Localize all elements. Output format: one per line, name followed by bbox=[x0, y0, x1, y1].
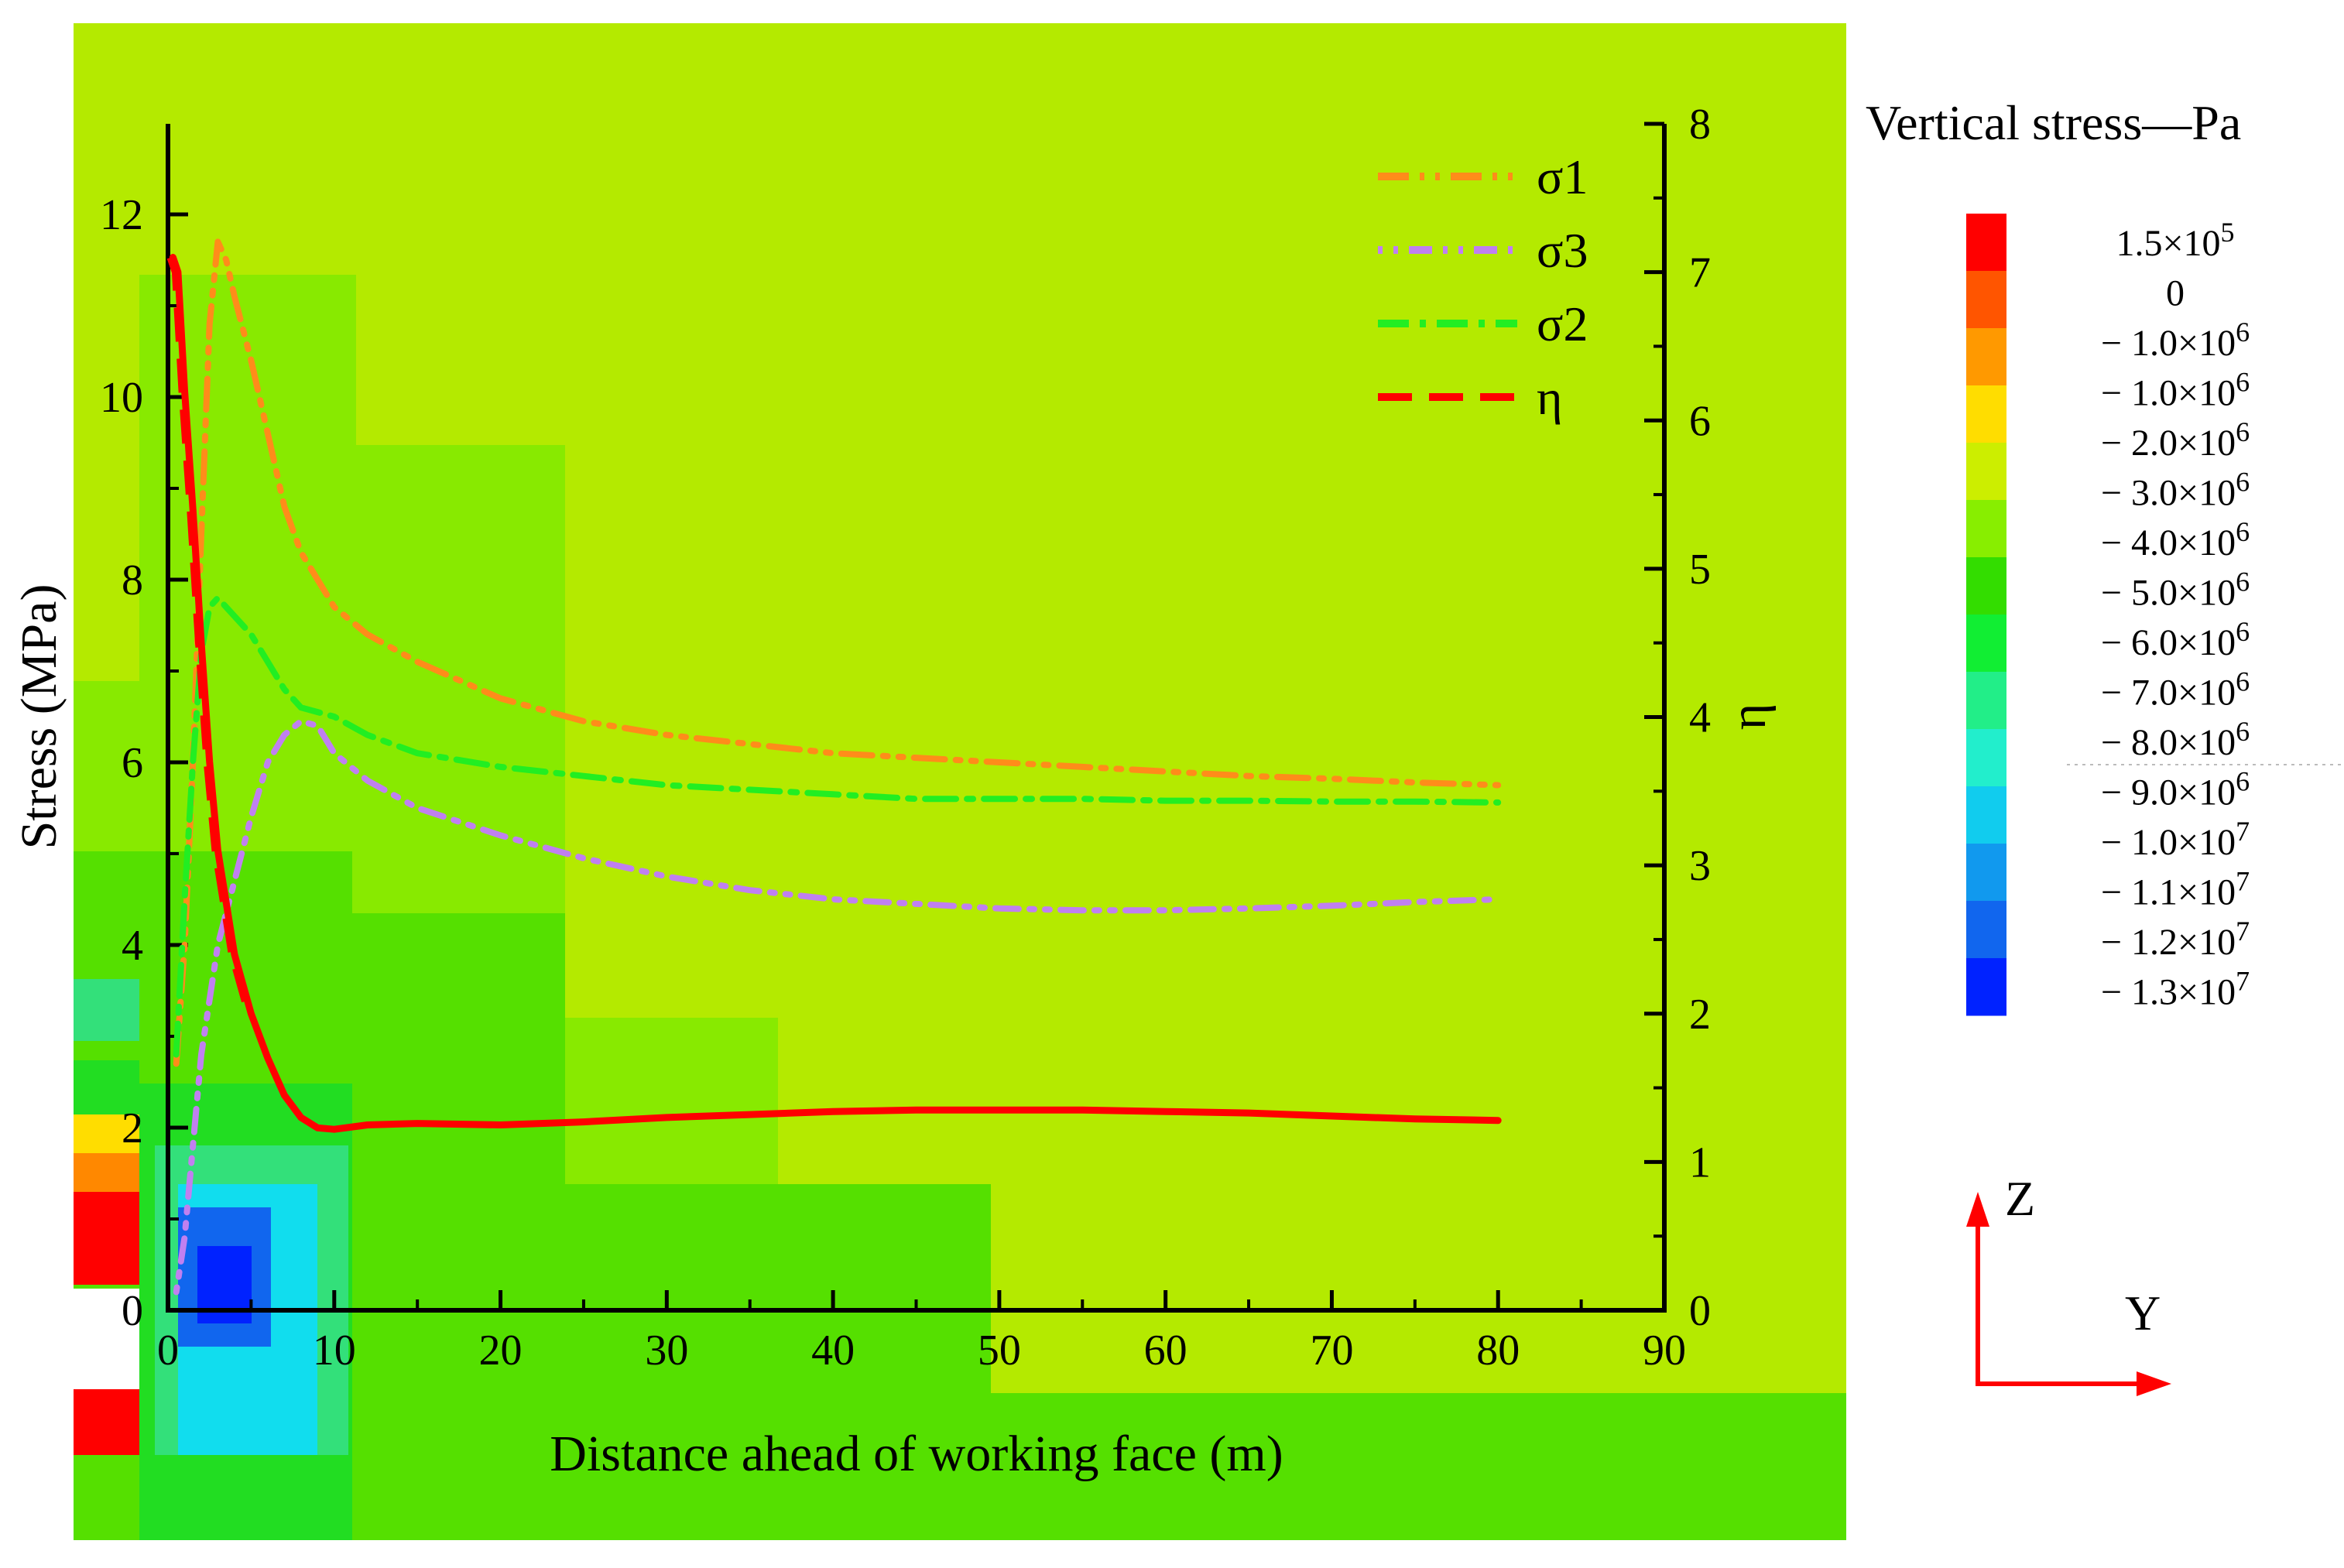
y-axis-title: Stress (MPa) bbox=[11, 584, 67, 850]
z-label: Z bbox=[2005, 1171, 2035, 1226]
colorbar-label: − 1.3×107 bbox=[2101, 966, 2250, 1013]
x-tick-label: 0 bbox=[157, 1327, 179, 1375]
series-line-4-dashed bbox=[166, 255, 255, 1015]
contour-cell bbox=[74, 1192, 139, 1285]
x-tick-label: 30 bbox=[645, 1327, 688, 1375]
colorbar-label: − 1.0×106 bbox=[2101, 317, 2250, 364]
y-tick-label: 6 bbox=[122, 739, 143, 787]
x-axis-title: Distance ahead of working face (m) bbox=[550, 1426, 1283, 1482]
y-tick-label: 4 bbox=[122, 922, 143, 970]
series-line-3 bbox=[173, 594, 1502, 1058]
colorbar-label: − 1.1×107 bbox=[2101, 866, 2250, 913]
colorbar-label: − 5.0×106 bbox=[2101, 567, 2250, 614]
y-arrowhead-icon bbox=[2137, 1371, 2171, 1396]
y2-tick-label: 0 bbox=[1689, 1287, 1711, 1335]
x-tick-label: 70 bbox=[1310, 1327, 1353, 1375]
colorbar-swatch bbox=[1966, 901, 2006, 959]
colorbar-label: − 7.0×106 bbox=[2101, 666, 2250, 714]
contour-cell bbox=[74, 1153, 139, 1192]
legend-label: σ1 bbox=[1537, 149, 1588, 204]
x-ticks: 0 10 20 30 40 50 60 70 80 90 bbox=[157, 1290, 1686, 1375]
stress-contour-background bbox=[74, 23, 1850, 1540]
legend-label: η bbox=[1537, 370, 1562, 425]
colorbar-swatch bbox=[1966, 443, 2006, 501]
y2-tick-label: 3 bbox=[1689, 842, 1711, 890]
colorbar-swatch bbox=[1966, 214, 2006, 272]
colorbar-swatch bbox=[1966, 385, 2006, 443]
legend-label: σ3 bbox=[1537, 223, 1588, 278]
colorbar-label: − 4.0×106 bbox=[2101, 516, 2250, 563]
colorbar-swatch bbox=[1966, 328, 2006, 386]
contour-cell bbox=[991, 1393, 1846, 1540]
colorbar-swatch bbox=[1966, 557, 2006, 615]
colorbar-label: − 1.2×107 bbox=[2101, 916, 2250, 963]
y-ticks: 0 2 4 6 8 10 12 bbox=[100, 191, 188, 1335]
y2-tick-label: 8 bbox=[1689, 101, 1711, 149]
colorbar-swatch bbox=[1966, 500, 2006, 558]
x-tick-label: 40 bbox=[811, 1327, 855, 1375]
colorbar-label: − 9.0×106 bbox=[2101, 766, 2250, 813]
colorbar-swatch bbox=[1966, 958, 2006, 1016]
y2-tick-label: 6 bbox=[1689, 397, 1711, 445]
y-tick-label: 12 bbox=[100, 191, 143, 239]
contour-gap bbox=[74, 1289, 139, 1389]
y2-tick-label: 1 bbox=[1689, 1138, 1711, 1186]
y-tick-label: 10 bbox=[100, 374, 143, 422]
y2-tick-label: 2 bbox=[1689, 991, 1711, 1039]
y-label: Y bbox=[2125, 1286, 2161, 1340]
colorbar-label: − 6.0×106 bbox=[2101, 616, 2250, 663]
colorbar-label: − 1.0×106 bbox=[2101, 367, 2250, 414]
colorbar-swatch bbox=[1966, 672, 2006, 730]
contour-edge bbox=[1846, 23, 1850, 1540]
y2-axis-title: η bbox=[1720, 704, 1777, 731]
colorbar-label: − 2.0×106 bbox=[2101, 416, 2250, 464]
x-tick-label: 10 bbox=[313, 1327, 356, 1375]
colorbar-swatch bbox=[1966, 271, 2006, 329]
y2-tick-label: 5 bbox=[1689, 546, 1711, 594]
x-tick-label: 90 bbox=[1643, 1327, 1686, 1375]
contour-cell bbox=[74, 979, 139, 1041]
series-line-1 bbox=[173, 238, 1502, 1067]
y2-tick-label: 4 bbox=[1689, 694, 1711, 742]
colorbar-label: − 8.0×106 bbox=[2101, 716, 2250, 763]
z-arrowhead-icon bbox=[1966, 1192, 1989, 1227]
colorbar-label: 1.5×105 bbox=[2116, 217, 2234, 264]
y-tick-label: 0 bbox=[122, 1287, 143, 1335]
colorbar-swatch bbox=[1966, 729, 2006, 787]
colorbar-label: − 3.0×106 bbox=[2101, 467, 2250, 514]
coordinate-indicator: Z Y bbox=[1966, 1171, 2171, 1396]
x-tick-label: 50 bbox=[978, 1327, 1021, 1375]
legend: σ1 σ3 σ2 η bbox=[1378, 149, 1588, 425]
colorbar-swatch bbox=[1966, 615, 2006, 673]
colorbar-swatch bbox=[1966, 786, 2006, 844]
y-tick-label: 2 bbox=[122, 1104, 143, 1152]
contour-cell bbox=[565, 1184, 991, 1540]
y2-ticks: 0 1 2 3 4 5 6 7 8 bbox=[1644, 101, 1711, 1335]
contour-cell bbox=[74, 1114, 139, 1153]
contour-cell bbox=[74, 1389, 139, 1455]
colorbar-title: Vertical stress—Pa bbox=[1866, 95, 2241, 150]
series-lines bbox=[166, 238, 1502, 1296]
colorbar-swatch bbox=[1966, 844, 2006, 902]
y2-tick-label: 7 bbox=[1689, 249, 1711, 297]
x-tick-label: 80 bbox=[1476, 1327, 1520, 1375]
contour-cell bbox=[352, 913, 565, 1540]
x-tick-label: 60 bbox=[1144, 1327, 1187, 1375]
x-tick-label: 20 bbox=[479, 1327, 523, 1375]
y-tick-label: 8 bbox=[122, 556, 143, 604]
legend-label: σ2 bbox=[1537, 296, 1588, 351]
colorbar-label: − 1.0×107 bbox=[2101, 816, 2250, 863]
colorbar-label: 0 bbox=[2166, 273, 2185, 314]
